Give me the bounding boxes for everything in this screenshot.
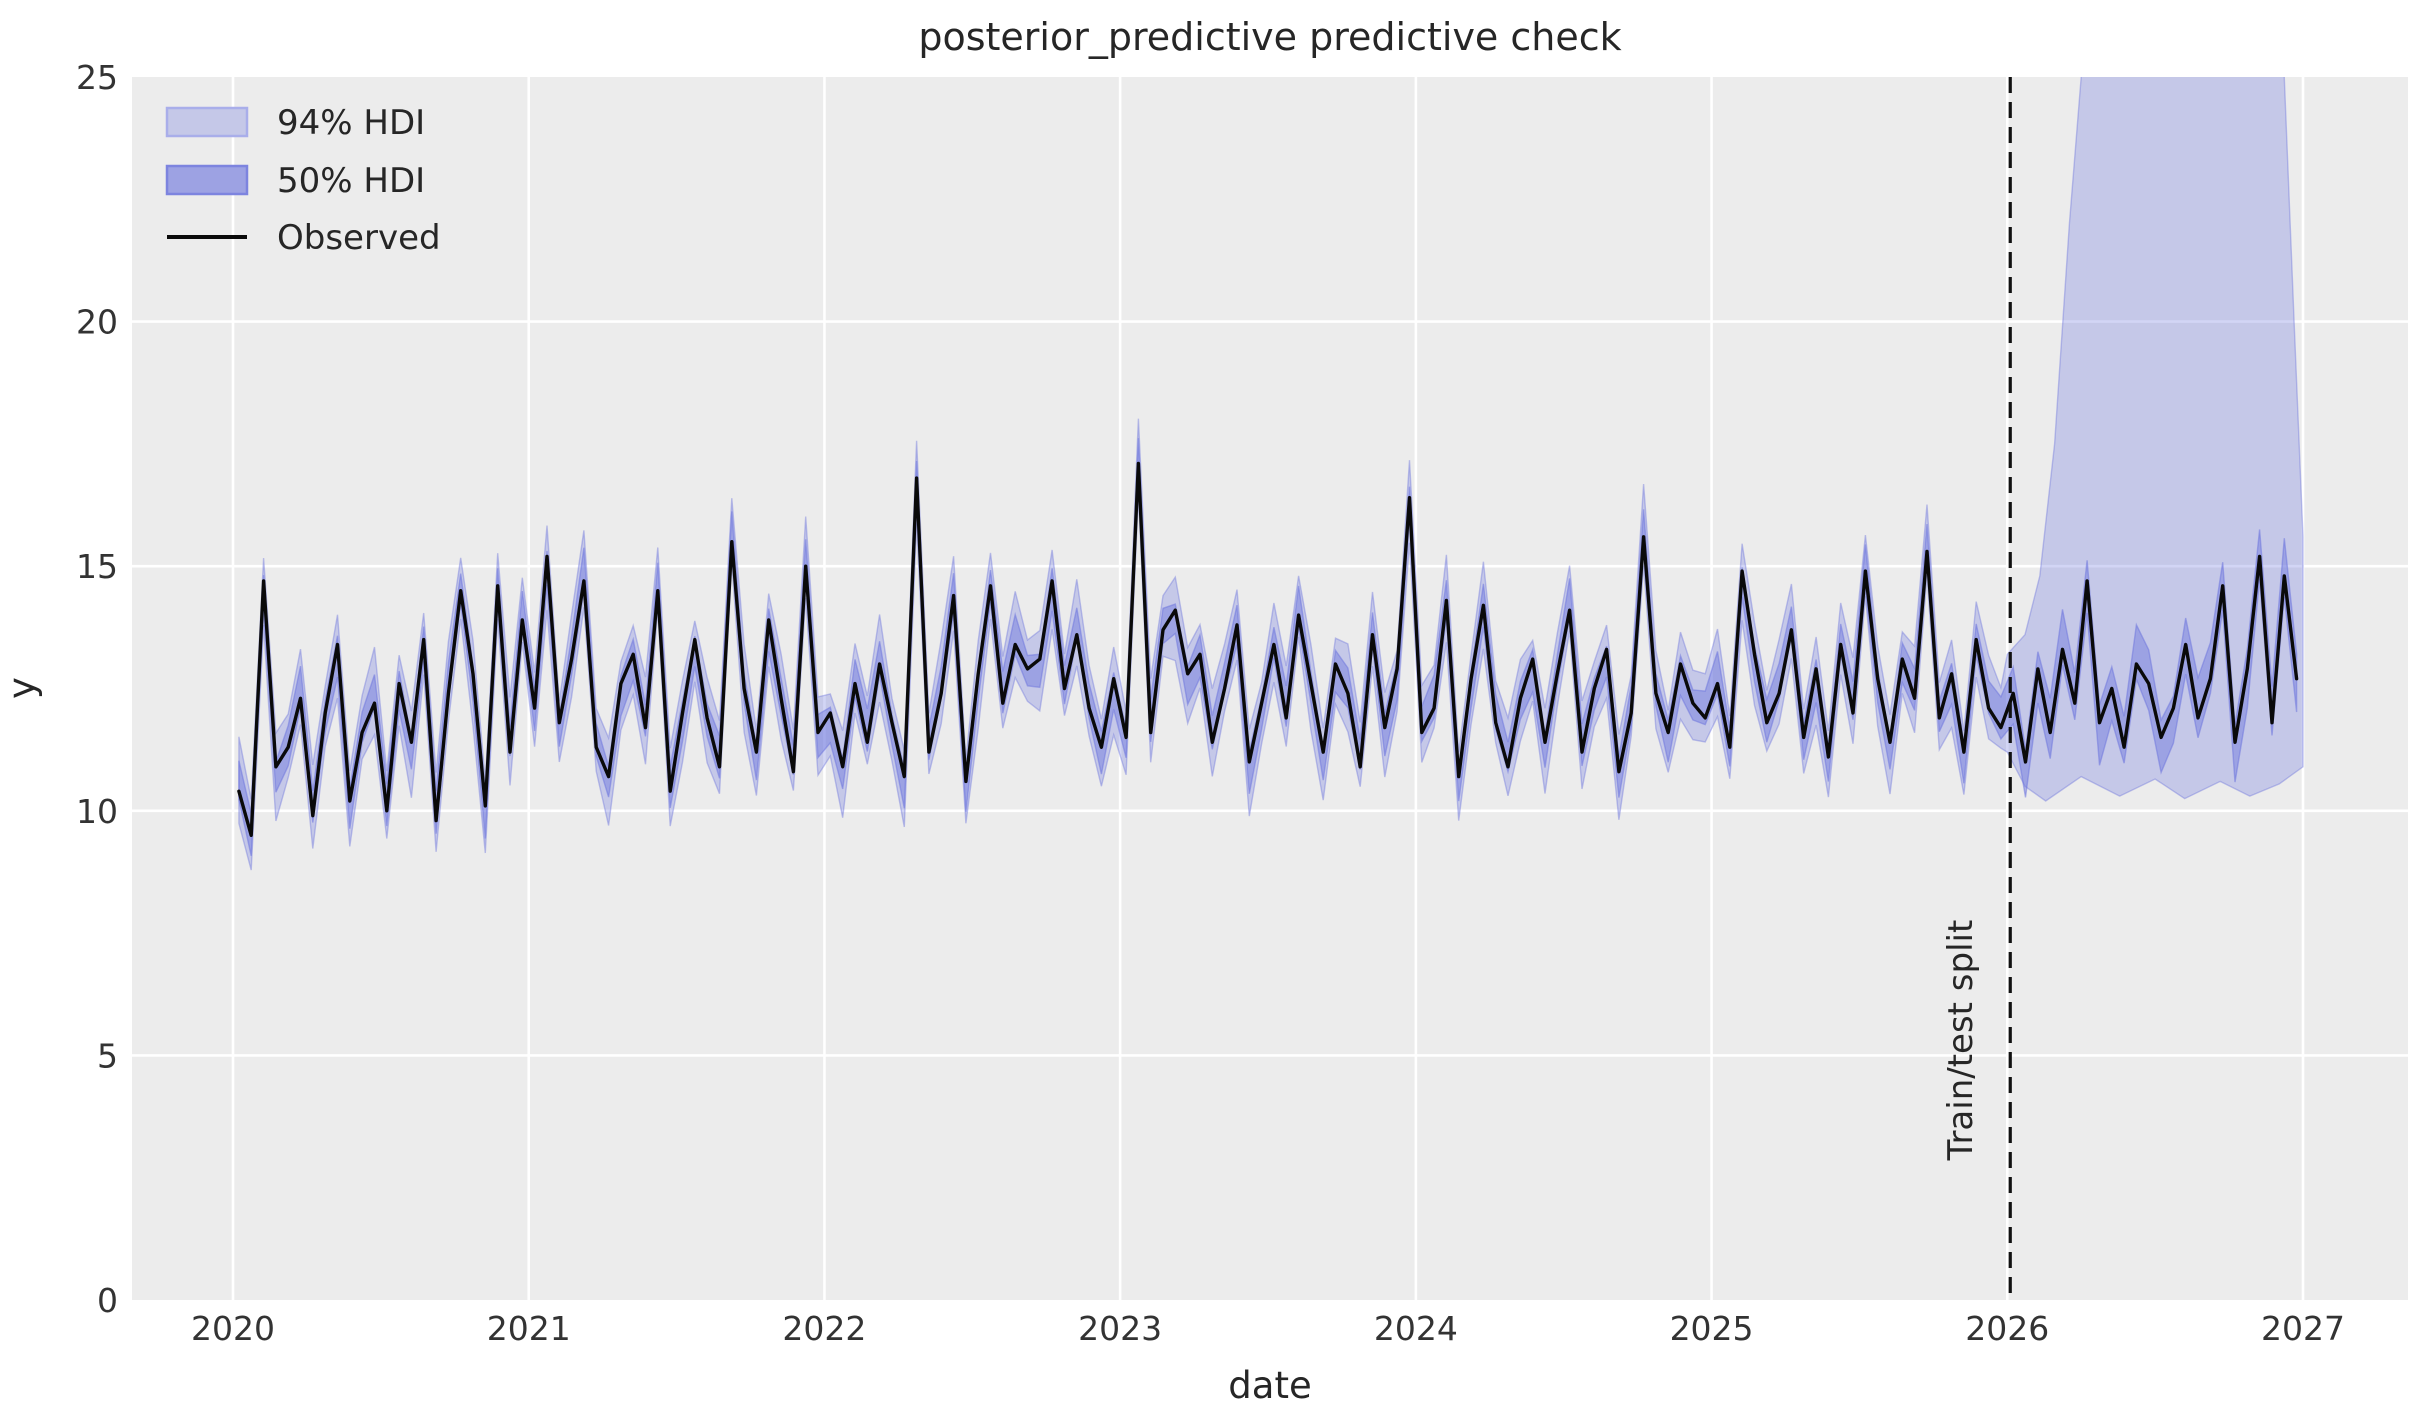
- x-tick-2021: 2021: [487, 1309, 571, 1348]
- y-tick-15: 15: [76, 547, 118, 586]
- train-test-split-label: Train/test split: [1941, 920, 1981, 1162]
- x-tick-2024: 2024: [1374, 1309, 1458, 1348]
- x-tick-2020: 2020: [191, 1309, 275, 1348]
- legend: 94% HDI 50% HDI Observed: [165, 103, 441, 258]
- x-tick-2023: 2023: [1078, 1309, 1162, 1348]
- legend-label-observed: Observed: [277, 218, 441, 258]
- x-axis-label: date: [1228, 1364, 1311, 1407]
- y-tick-10: 10: [76, 792, 118, 831]
- legend-swatch-94-hdi-icon: [165, 106, 249, 138]
- y-tick-20: 20: [76, 303, 118, 342]
- tick-labels: 2020 2021 2022 2023 2024 2025 2026 202705101520…: [76, 58, 2345, 1348]
- observed-series: [237, 461, 2299, 837]
- plot-area: [132, 77, 2408, 1300]
- x-tick-2027: 2027: [2261, 1309, 2345, 1348]
- gridlines: [132, 77, 2408, 1300]
- chart-title: posterior_predictive predictive check: [918, 15, 1621, 59]
- x-tick-2022: 2022: [782, 1309, 866, 1348]
- y-tick-25: 25: [76, 58, 118, 97]
- legend-swatch-50-hdi-icon: [165, 164, 249, 196]
- x-tick-2025: 2025: [1670, 1309, 1754, 1348]
- observed-line: [237, 461, 2299, 837]
- x-tick-2026: 2026: [1965, 1309, 2049, 1348]
- y-tick-0: 0: [97, 1281, 118, 1320]
- y-tick-5: 5: [97, 1036, 118, 1075]
- y-axis-label: y: [0, 677, 43, 699]
- hdi-94-band: [238, 77, 2304, 871]
- legend-label-50-hdi: 50% HDI: [277, 161, 425, 201]
- legend-label-94-hdi: 94% HDI: [277, 103, 425, 143]
